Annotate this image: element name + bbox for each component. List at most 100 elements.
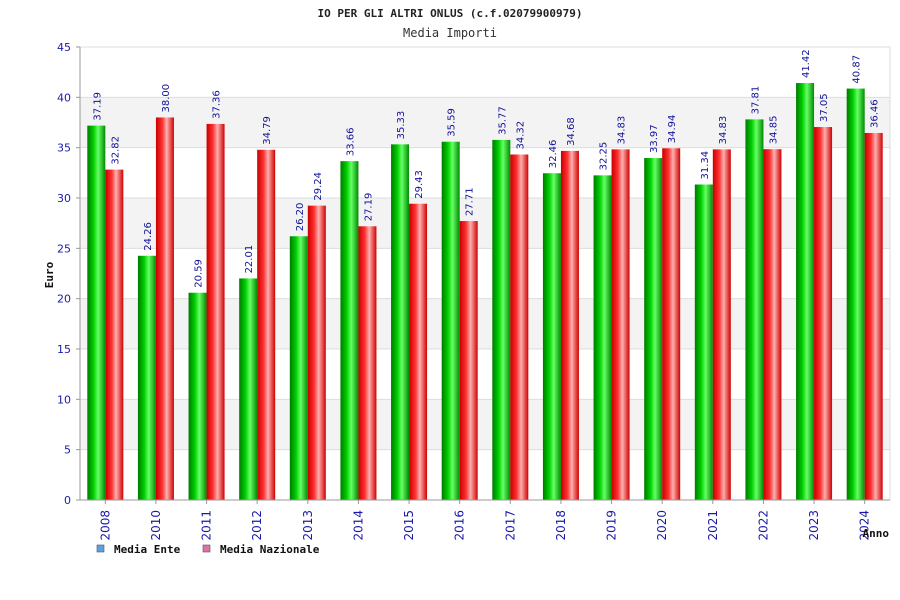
chart-subtitle: Media Importi [403,26,497,40]
value-label: 22.01 [244,245,255,274]
y-tick-label: 35 [57,142,71,155]
x-tick-label: 2017 [503,510,517,541]
value-label: 33.97 [649,124,660,153]
value-label: 38.00 [161,84,172,113]
bar-media-nazionale-2019 [611,149,630,501]
bar-media-nazionale-2022 [763,149,782,500]
bar-media-nazionale-2023 [814,127,833,500]
x-tick-label: 2016 [453,510,467,541]
value-label: 31.34 [700,151,711,180]
value-label: 37.36 [212,90,223,119]
value-label: 34.32 [515,121,526,150]
x-tick-label: 2018 [554,510,568,541]
bar-media-ente-2023 [796,83,815,500]
bar-media-ente-2013 [289,236,308,500]
value-labels: 37.19 32.82 24.26 38.00 20.59 37.36 22.01 34.79… [92,49,880,287]
bar-media-nazionale-2012 [257,149,276,500]
value-label: 34.94 [667,115,678,144]
value-label: 37.81 [750,86,761,115]
value-label: 37.19 [92,92,103,121]
value-label: 32.25 [599,142,610,171]
bar-media-nazionale-2016 [459,221,478,500]
bar-media-ente-2022 [745,119,764,500]
value-label: 34.85 [768,116,779,145]
value-label: 37.05 [819,93,830,122]
bar-media-ente-2012 [239,278,258,500]
value-label: 29.43 [414,170,425,199]
x-tick-label: 2021 [706,510,720,541]
legend-label-media-ente: Media Ente [114,543,181,556]
bar-media-nazionale-2014 [358,226,377,500]
x-tick-label: 2014 [351,510,365,541]
x-tick-label: 2012 [250,510,264,541]
x-tick-label: 2024 [858,510,872,541]
value-label: 26.20 [295,203,306,232]
bar-media-nazionale-2020 [662,148,681,500]
bar-media-ente-2010 [137,255,156,500]
value-label: 36.46 [870,99,881,128]
bar-media-nazionale-2018 [560,150,579,500]
value-label: 34.83 [617,116,628,145]
value-label: 29.24 [313,172,324,201]
y-tick-label: 25 [57,242,71,255]
bar-media-ente-2017 [492,139,511,500]
y-tick-label: 5 [64,444,71,457]
value-label: 27.71 [465,187,476,216]
value-label: 34.79 [262,116,273,145]
bar-media-nazionale-2021 [712,149,731,501]
x-axis-ticks: 2008 2010 2011 2012 2013 2014 2015 2016 2017 2018… [98,500,872,541]
value-label: 27.19 [363,193,374,222]
chart-title: IO PER GLI ALTRI ONLUS (c.f.02079900979) [318,7,583,20]
y-tick-label: 45 [57,41,71,54]
value-label: 41.42 [801,49,812,78]
value-label: 35.59 [447,108,458,137]
value-label: 24.26 [143,222,154,251]
bar-media-nazionale-2024 [864,132,883,500]
legend: Media Ente Media Nazionale [96,543,320,556]
legend-label-media-nazionale: Media Nazionale [220,543,320,556]
x-tick-label: 2011 [200,510,214,541]
x-tick-label: 2020 [655,510,669,541]
bar-media-ente-2024 [846,88,865,501]
bar-media-ente-2014 [340,161,359,500]
legend-swatch-media-ente [96,544,105,553]
value-label: 35.77 [497,106,508,135]
x-tick-label: 2019 [605,510,619,541]
x-tick-label: 2008 [98,510,112,541]
bar-media-ente-2008 [87,125,106,500]
bar-media-ente-2021 [694,184,713,500]
y-tick-label: 0 [64,494,71,507]
y-axis-ticks: 0 5 10 15 20 25 30 35 40 45 [57,41,71,507]
y-tick-label: 15 [57,343,71,356]
bar-media-nazionale-2011 [206,123,225,500]
bar-media-ente-2016 [441,141,460,500]
y-tick-label: 10 [57,393,71,406]
x-tick-label: 2010 [149,510,163,541]
value-label: 34.68 [566,117,577,146]
x-axis-label: Anno [863,527,890,540]
y-axis-label: Euro [43,261,56,288]
bar-media-nazionale-2015 [409,203,428,500]
x-tick-label: 2023 [807,510,821,541]
bar-media-nazionale-2008 [105,169,124,500]
x-tick-label: 2015 [402,510,416,541]
value-label: 34.83 [718,116,729,145]
value-label: 35.33 [396,111,407,140]
bar-media-ente-2019 [593,175,612,500]
value-label: 33.66 [345,128,356,157]
x-tick-label: 2013 [301,510,315,541]
x-tick-label: 2022 [756,510,770,541]
y-tick-label: 40 [57,91,71,104]
bar-media-ente-2018 [542,173,561,500]
bar-media-ente-2011 [188,292,207,500]
value-label: 32.46 [548,140,559,169]
y-tick-label: 20 [57,293,71,306]
bars [87,83,883,501]
y-tick-label: 30 [57,192,71,205]
bar-media-ente-2015 [391,144,410,500]
bar-media-nazionale-2013 [307,205,326,500]
legend-swatch-media-nazionale [202,544,211,553]
grid-band [80,47,890,98]
bar-media-nazionale-2017 [510,154,529,500]
